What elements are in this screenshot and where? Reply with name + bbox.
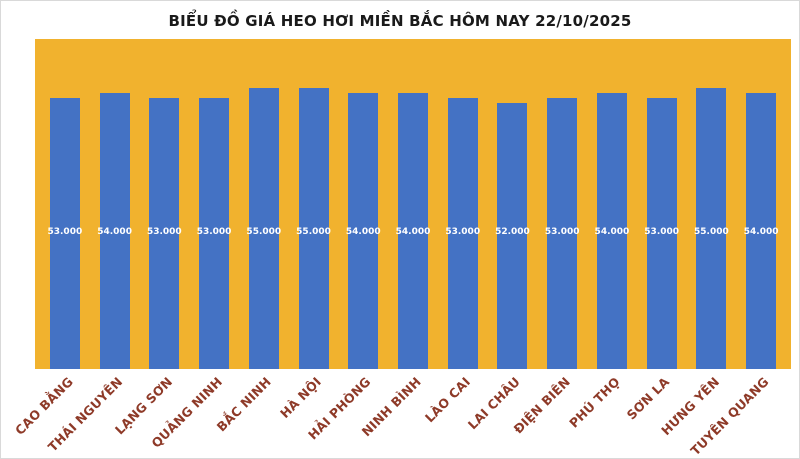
bar xyxy=(248,87,279,369)
bar-slot xyxy=(637,39,687,369)
bar xyxy=(348,92,379,369)
bar-value-label: 54.000 xyxy=(395,227,431,238)
category-label: PHÚ THỌ xyxy=(565,374,623,431)
bar-value-label: 54.000 xyxy=(97,227,132,238)
bar-value-label: 53.000 xyxy=(445,227,481,238)
bar-slot xyxy=(139,39,189,369)
bar xyxy=(199,97,230,369)
bar xyxy=(99,92,130,369)
bar xyxy=(398,92,428,369)
bar-slot xyxy=(289,39,339,369)
bar-value-label: 55.000 xyxy=(246,227,282,238)
chart-title: BIỂU ĐỒ GIÁ HEO HƠI MIỀN BẮC HÔM NAY 22/… xyxy=(168,12,632,30)
category-label: SƠN LA xyxy=(623,374,673,423)
category-label: HÀ NỘI xyxy=(277,374,325,421)
bar-slot xyxy=(488,39,538,369)
bar-value-label: 55.000 xyxy=(694,227,729,238)
bar xyxy=(596,92,627,369)
bar-value-label: 53.000 xyxy=(644,227,680,238)
bar-slot xyxy=(189,39,239,369)
x-axis-labels: CAO BẰNG THÁI NGUYÊN LẠNG SƠN QUẢNG NINH BẮC… xyxy=(12,369,786,458)
bar xyxy=(746,92,777,369)
bar-value-label: 54.000 xyxy=(345,227,381,238)
bar-value-label: 53.000 xyxy=(544,227,580,238)
bar xyxy=(149,97,180,369)
bar xyxy=(547,97,578,369)
bar-slot xyxy=(537,39,587,369)
bar-value-label: 55.000 xyxy=(296,227,331,238)
plot-wrap: 53.000 54.000 53.000 53.000 55.000 55.000 54.0… xyxy=(12,39,791,458)
bar-slot xyxy=(438,39,488,369)
category-label: LÀO CAI xyxy=(422,374,474,426)
bar-value-label: 53.000 xyxy=(196,227,232,238)
bar-slot xyxy=(587,39,637,369)
bar-slot xyxy=(40,39,90,369)
bar-slot xyxy=(687,39,737,369)
bar-value-label: 54.000 xyxy=(743,227,779,238)
bar xyxy=(646,97,677,369)
bar-value-label: 54.000 xyxy=(594,227,630,238)
bar xyxy=(298,87,329,369)
bar xyxy=(696,87,727,369)
bar-value-label: 52.000 xyxy=(495,227,530,238)
bar-slot xyxy=(90,39,140,369)
bar-value-label: 53.000 xyxy=(47,227,83,238)
bar-value-label: 53.000 xyxy=(146,227,182,238)
bar xyxy=(49,97,80,369)
bar xyxy=(497,102,528,369)
bar-slot xyxy=(239,39,289,369)
bar-slot xyxy=(388,39,438,369)
bars-container: 53.000 54.000 53.000 53.000 55.000 55.000 54.0… xyxy=(35,39,791,369)
bar-slot xyxy=(736,39,786,369)
bar-slot xyxy=(338,39,388,369)
bar xyxy=(447,97,478,369)
